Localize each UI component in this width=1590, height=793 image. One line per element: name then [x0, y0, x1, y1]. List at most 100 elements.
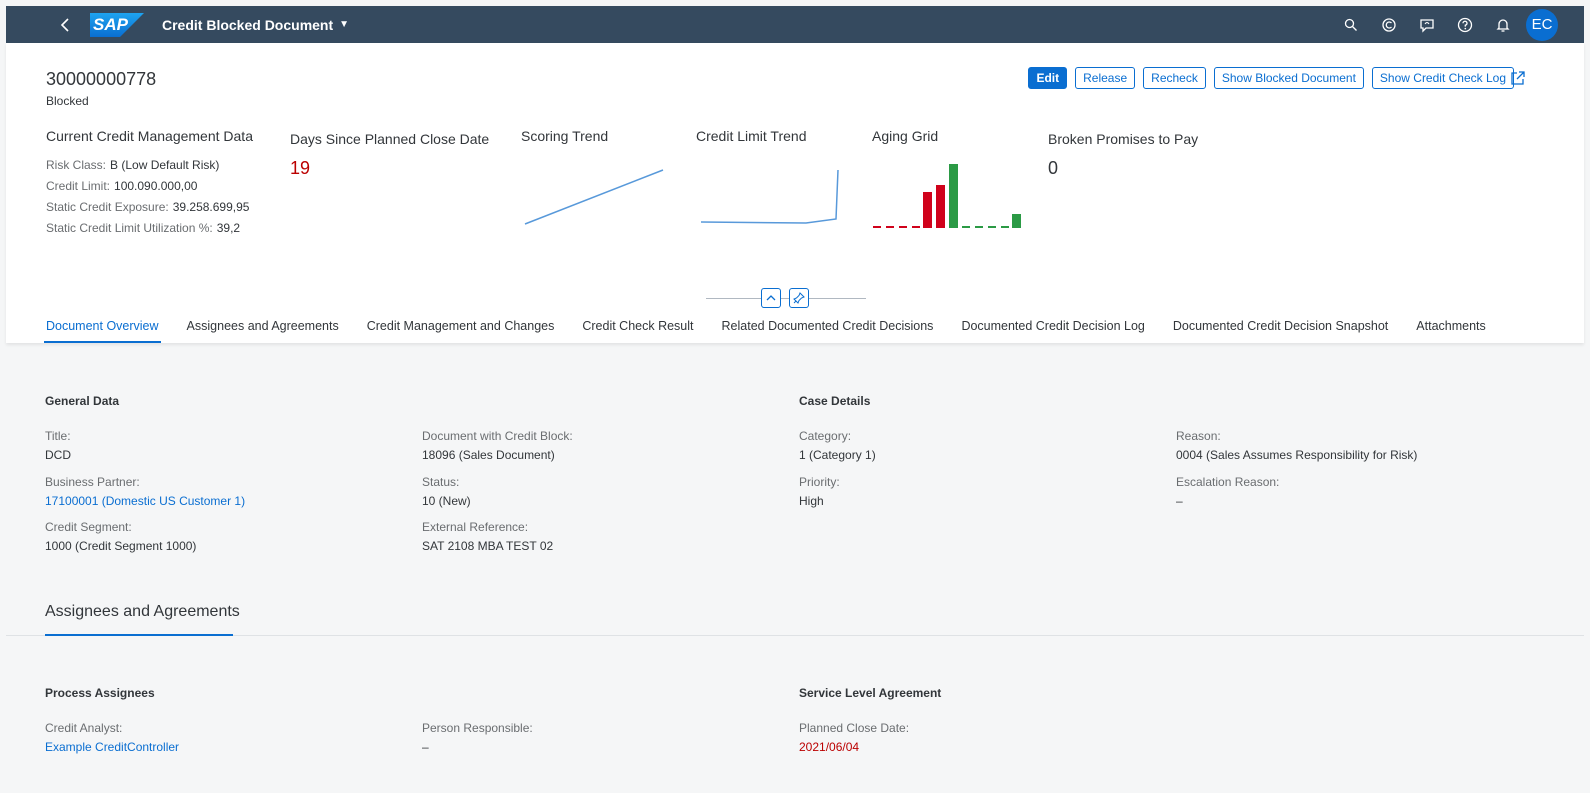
section-underline — [45, 634, 233, 636]
caret-down-icon: ▼ — [339, 19, 350, 30]
tab-document-overview[interactable]: Document Overview — [44, 319, 161, 343]
aging-bar — [899, 226, 907, 228]
show-credit-check-log-button[interactable]: Show Credit Check Log — [1371, 67, 1514, 89]
tab-credit-check-result[interactable]: Credit Check Result — [582, 319, 694, 333]
field-label: Person Responsible: — [422, 721, 533, 735]
aging-grid[interactable]: Aging Grid — [872, 128, 1032, 235]
utilization-value: 39,2 — [216, 221, 241, 235]
app-title-menu[interactable]: Credit Blocked Document ▼ — [162, 17, 349, 33]
risk-class: Risk Class: B (Low Default Risk) — [46, 159, 253, 171]
pin-header-button[interactable] — [789, 288, 809, 308]
tab-documented-credit-decision-log[interactable]: Documented Credit Decision Log — [961, 319, 1145, 333]
search-icon — [1344, 18, 1357, 31]
collapse-header-button[interactable] — [761, 288, 781, 308]
document-status: Blocked — [46, 94, 89, 108]
search-button[interactable] — [1332, 6, 1370, 43]
credit-analyst-field: Credit Analyst: Example CreditController — [45, 721, 179, 754]
business-partner-link[interactable]: 17100001 (Domestic US Customer 1) — [45, 494, 246, 508]
exposure-value: 39.258.699,95 — [172, 200, 250, 214]
edit-button[interactable]: Edit — [1028, 67, 1068, 89]
chevron-up-icon — [766, 295, 776, 301]
credit-limit-trend-chart — [700, 169, 839, 224]
help-button[interactable] — [1446, 6, 1484, 43]
aging-bar — [949, 164, 958, 228]
field-label: External Reference: — [422, 520, 529, 534]
user-avatar[interactable]: EC — [1526, 8, 1558, 41]
header-toolbar: Edit Release Recheck Show Blocked Docume… — [1028, 67, 1514, 89]
copilot-icon — [1382, 17, 1396, 32]
field-value: – — [1176, 494, 1183, 508]
aging-bar — [1001, 226, 1009, 228]
back-button[interactable] — [56, 17, 76, 32]
credit-limit-trend[interactable]: Credit Limit Trend — [696, 128, 846, 235]
field-value: DCD — [45, 448, 71, 462]
status-field: Status: 10 (New) — [422, 475, 471, 508]
field-label: Planned Close Date: — [799, 721, 910, 735]
utilization-label: Static Credit Limit Utilization %: — [46, 221, 213, 235]
escalation-reason-field: Escalation Reason: – — [1176, 475, 1279, 508]
person-responsible-field: Person Responsible: – — [422, 721, 533, 754]
credit-limit-value: 100.090.000,00 — [114, 179, 198, 193]
aging-bar — [912, 226, 920, 228]
field-label: Credit Analyst: — [45, 721, 123, 735]
credit-limit-utilization: Static Credit Limit Utilization %: 39,2 — [46, 222, 253, 234]
tab-attachments[interactable]: Attachments — [1416, 319, 1486, 333]
header-divider — [706, 298, 866, 299]
credit-limit-trend-title: Credit Limit Trend — [696, 128, 807, 144]
field-label: Category: — [799, 429, 852, 443]
field-label: Priority: — [799, 475, 840, 489]
field-label: Reason: — [1176, 429, 1221, 443]
aging-bar — [886, 226, 894, 228]
sap-logo-shape — [90, 12, 144, 37]
field-label: Document with Credit Block: — [422, 429, 573, 443]
release-button[interactable]: Release — [1075, 67, 1136, 89]
sap-logo-text: SAP — [93, 14, 128, 34]
days-since-planned-close: Days Since Planned Close Date 19 — [290, 131, 489, 179]
process-assignees-title: Process Assignees — [45, 686, 155, 700]
category-field: Category: 1 (Category 1) — [799, 429, 876, 462]
field-value: – — [422, 740, 429, 754]
tab-related-documented-credit-decisions[interactable]: Related Documented Credit Decisions — [721, 319, 934, 333]
recheck-button[interactable]: Recheck — [1143, 67, 1206, 89]
scoring-trend-title: Scoring Trend — [521, 128, 609, 144]
tab-documented-credit-decision-snapshot[interactable]: Documented Credit Decision Snapshot — [1172, 319, 1389, 333]
field-label: Business Partner: — [45, 475, 140, 489]
aging-bar — [975, 226, 983, 228]
feedback-button[interactable] — [1408, 6, 1446, 43]
show-blocked-document-button[interactable]: Show Blocked Document — [1213, 67, 1364, 89]
field-label: Status: — [422, 475, 460, 489]
planned-close-date-field: Planned Close Date: 2021/06/04 — [799, 721, 909, 754]
app-title: Credit Blocked Document — [162, 16, 334, 33]
share-button[interactable] — [1510, 70, 1528, 88]
pin-icon — [793, 292, 805, 304]
days-since-value: 19 — [290, 158, 311, 178]
aging-grid-title: Aging Grid — [872, 128, 939, 144]
tab-assignees-and-agreements[interactable]: Assignees and Agreements — [186, 319, 339, 333]
sap-logo[interactable]: SAP — [90, 12, 144, 37]
aging-bar — [936, 185, 945, 228]
notifications-button[interactable] — [1484, 6, 1522, 43]
copilot-button[interactable] — [1370, 6, 1408, 43]
scoring-trend[interactable]: Scoring Trend — [521, 128, 671, 235]
aging-grid-chart — [873, 164, 1021, 228]
bell-icon — [1496, 18, 1510, 32]
field-value: High — [799, 494, 824, 508]
static-credit-exposure: Static Credit Exposure: 39.258.699,95 — [46, 201, 253, 213]
scoring-trend-line — [524, 169, 664, 225]
credit-analyst-link[interactable]: Example CreditController — [45, 740, 180, 754]
anchor-bar: Document Overview Assignees and Agreemen… — [44, 319, 1514, 343]
risk-class-value: B (Low Default Risk) — [110, 158, 220, 172]
field-value: 18096 (Sales Document) — [422, 448, 555, 462]
chevron-left-icon — [60, 17, 69, 32]
tab-credit-management-and-changes[interactable]: Credit Management and Changes — [366, 319, 555, 333]
service-level-agreement-title: Service Level Agreement — [799, 686, 942, 700]
document-id: 30000000778 — [46, 69, 157, 89]
assignees-section-title: Assignees and Agreements — [45, 603, 240, 620]
feedback-icon — [1420, 18, 1434, 33]
credit-data-title: Current Credit Management Data — [46, 128, 253, 144]
aging-bar — [988, 226, 996, 228]
help-icon — [1457, 17, 1473, 32]
credit-management-data: Current Credit Management Data Risk Clas… — [46, 128, 253, 234]
broken-promises-title: Broken Promises to Pay — [1048, 131, 1199, 147]
priority-field: Priority: High — [799, 475, 840, 508]
